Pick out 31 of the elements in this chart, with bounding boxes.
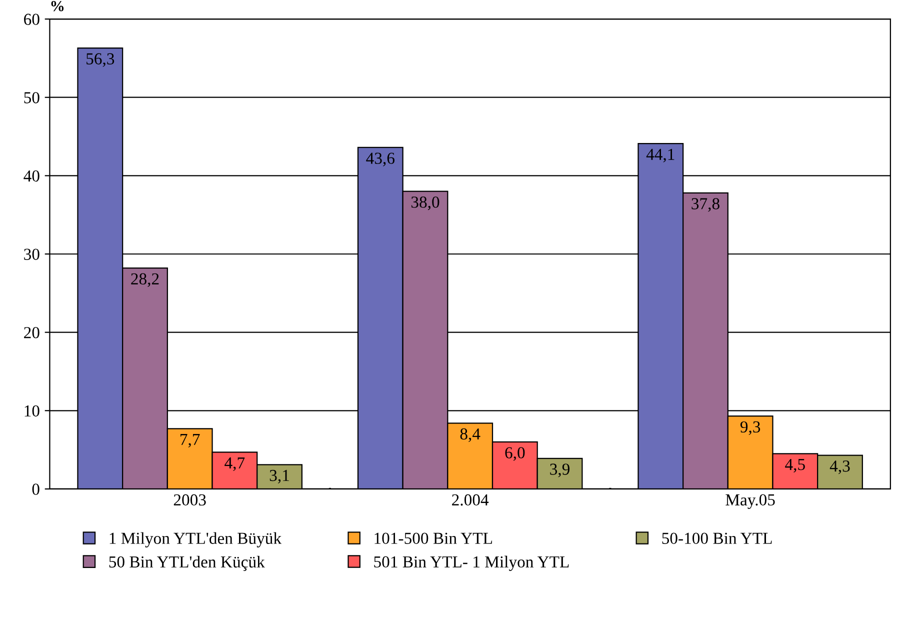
legend-label: 501 Bin YTL- 1 Milyon YTL: [374, 556, 569, 571]
y-tick-label: 20: [24, 327, 40, 338]
y-tick-label: 40: [24, 170, 40, 182]
data-label: 4,7: [224, 457, 245, 471]
data-label: 56,3: [86, 53, 114, 67]
data-label: 6,0: [505, 447, 525, 461]
x-tick-label: 2003: [174, 494, 206, 506]
data-label: 28,2: [131, 273, 159, 287]
data-label: 38,0: [411, 196, 440, 210]
y-axis-title: %: [51, 0, 64, 12]
data-label: 9,3: [740, 421, 760, 435]
data-label: 3,1: [270, 470, 289, 484]
y-tick-label: 50: [24, 92, 40, 104]
y-tick-label: 30: [24, 248, 40, 260]
data-label: 43,6: [366, 152, 394, 166]
data-label: 3,9: [550, 464, 570, 478]
legend-label: 1 Milyon YTL'den Büyük: [110, 532, 282, 548]
y-tick-label: 0: [32, 484, 40, 495]
y-tick-label: 60: [24, 14, 40, 25]
x-tick-label: May.05: [726, 494, 775, 509]
data-label: 4,3: [830, 460, 850, 474]
legend-label: 101-500 Bin YTL: [374, 532, 492, 544]
x-tick-label: 2.004: [452, 494, 489, 506]
data-label: 8,4: [460, 428, 480, 442]
data-label: 4,5: [785, 459, 805, 473]
data-label: 7,7: [180, 434, 200, 448]
y-tick-label: 10: [24, 405, 40, 417]
data-label: 37,8: [692, 198, 720, 212]
legend-label: 50 Bin YTL'den Küçük: [109, 556, 265, 571]
legend-label: 50-100 Bin YTL: [662, 532, 772, 544]
data-label: 44,1: [646, 148, 674, 162]
